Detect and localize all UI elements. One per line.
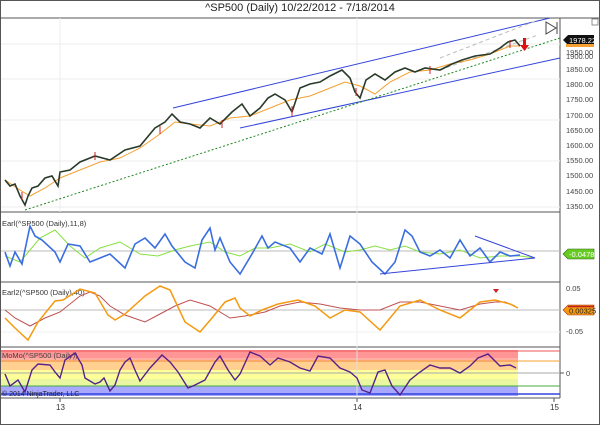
x-tick: 15 [550, 403, 559, 412]
panel-menu-icon[interactable] [591, 18, 599, 26]
earl-panel[interactable]: Earl(^SP500 (Daily),11,8) -0.0478 [1, 212, 594, 283]
price-tick: 1550.00 [566, 156, 593, 165]
momo-tick: 0 [566, 369, 570, 378]
x-axis: 13 14 15 [56, 398, 559, 412]
earl2-current-label: 0.00325 [569, 307, 596, 316]
sell-arrow-icon [520, 38, 529, 51]
price-panel[interactable]: 1978.22 1950.00 1900.00 1850.00 1800.00 … [1, 17, 600, 213]
inner-channel[interactable] [439, 19, 539, 71]
earl2-panel[interactable]: Earl2(^SP500 (Daily),40) 0.05 -0.05 0.00… [1, 282, 596, 348]
momo-panel[interactable]: MoMo(^SP500 (Daily)) © 2014 NinjaTrader,… [1, 347, 570, 399]
current-price-label: 1978.22 [569, 36, 596, 45]
chart-title: ^SP500 (Daily) 10/22/2012 - 7/18/2014 [205, 2, 395, 14]
earl2-tick: -0.05 [566, 327, 583, 336]
copyright-text: © 2014 NinjaTrader, LLC [2, 390, 79, 398]
price-tick: 1600.00 [566, 141, 593, 150]
earl2-current-marker: 0.00325 [562, 304, 596, 316]
price-tick: 1450.00 [566, 187, 593, 196]
earl-line [4, 223, 521, 276]
price-series[interactable] [4, 39, 521, 207]
momo-label: MoMo(^SP500 (Daily)) [2, 351, 78, 360]
price-tick: 1750.00 [566, 95, 593, 104]
price-tick: 1800.00 [566, 80, 593, 89]
price-tick: 1850.00 [566, 65, 593, 74]
trend-line[interactable] [24, 37, 561, 211]
x-tick: 14 [353, 403, 362, 412]
earl2-label: Earl2(^SP500 (Daily),40) [2, 288, 85, 297]
price-tick: 1900.00 [566, 52, 593, 61]
earl-label: Earl(^SP500 (Daily),11,8) [2, 219, 87, 228]
scroll-to-end-icon[interactable] [545, 21, 558, 35]
earl-trend-lines[interactable] [379, 235, 536, 275]
earl-current-marker: -0.0478 [562, 248, 594, 260]
current-price-marker: 1978.22 [563, 35, 596, 47]
momo-line [4, 351, 517, 397]
earl2-signal-line [4, 291, 516, 327]
regression-channel[interactable] [172, 17, 561, 129]
price-tick: 1950.00 [566, 48, 593, 57]
price-tick: 1700.00 [566, 111, 593, 120]
earl2-tick: 0.05 [566, 284, 581, 293]
earl-current-label: -0.0478 [569, 250, 594, 259]
price-tick: 1350.00 [566, 202, 593, 211]
x-tick: 13 [56, 403, 65, 412]
price-tick: 1500.00 [566, 171, 593, 180]
earl2-line [4, 285, 519, 342]
price-tick: 1650.00 [566, 126, 593, 135]
signal-marker-icon [493, 289, 499, 293]
